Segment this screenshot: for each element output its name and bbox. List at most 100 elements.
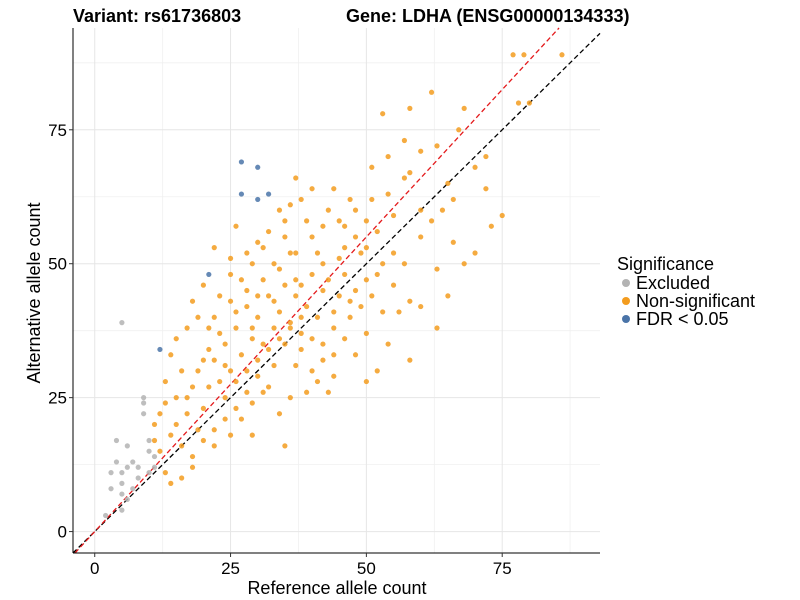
data-point (119, 470, 125, 476)
data-point (483, 153, 489, 160)
data-point (363, 245, 369, 251)
data-point (309, 234, 315, 240)
data-point (418, 207, 424, 213)
data-point (439, 207, 446, 213)
data-point (418, 234, 424, 240)
data-point (352, 352, 359, 358)
data-point (249, 325, 255, 331)
data-point (276, 207, 283, 213)
data-point (374, 368, 380, 374)
data-point (227, 298, 234, 304)
data-point (287, 325, 293, 331)
data-point (347, 196, 353, 203)
data-point (380, 309, 386, 315)
series-fdr-0-05 (157, 159, 272, 353)
data-point (124, 496, 130, 503)
data-point (407, 357, 413, 363)
data-point (141, 411, 147, 417)
data-point (347, 314, 353, 320)
data-point (461, 105, 467, 111)
data-point (521, 52, 527, 58)
data-point (162, 470, 168, 476)
data-point (282, 443, 288, 449)
legend-label: FDR < 0.05 (636, 309, 729, 329)
data-point (407, 105, 413, 111)
data-point (168, 432, 174, 438)
data-point (211, 427, 217, 433)
data-point (407, 170, 413, 176)
data-point (151, 437, 158, 444)
data-point (309, 271, 315, 278)
data-point (358, 250, 364, 256)
data-point (304, 218, 310, 224)
x-tick-label: 75 (493, 559, 512, 578)
x-tick-label: 0 (90, 559, 99, 578)
data-point (401, 137, 408, 144)
data-point (407, 298, 413, 304)
data-point (380, 111, 386, 117)
data-point (113, 437, 120, 444)
data-point (173, 395, 179, 401)
data-point (255, 357, 261, 363)
data-point (314, 378, 321, 385)
data-point (369, 293, 375, 299)
data-point (483, 186, 489, 192)
data-point (298, 330, 304, 336)
y-axis-title: Alternative allele count (24, 202, 44, 383)
data-point (331, 352, 337, 358)
data-point (249, 261, 255, 267)
data-point (390, 250, 397, 256)
data-point (211, 314, 217, 320)
data-point (320, 287, 326, 294)
data-point (206, 325, 212, 331)
data-point (445, 293, 451, 299)
data-point (265, 228, 272, 235)
data-point (342, 271, 348, 278)
data-point (401, 175, 408, 181)
data-point (385, 341, 391, 347)
data-point (255, 314, 261, 320)
data-point (255, 373, 261, 379)
data-point (195, 427, 201, 433)
series-non-significant (151, 52, 565, 486)
data-point (369, 164, 375, 170)
data-point (390, 282, 397, 288)
data-point (227, 368, 234, 374)
data-point (276, 266, 283, 272)
reference-line-fit (74, 27, 560, 554)
data-point (200, 405, 206, 411)
data-point (151, 464, 158, 470)
data-point (271, 362, 277, 369)
data-point (304, 303, 310, 310)
data-point (249, 336, 255, 342)
data-point (184, 325, 190, 331)
data-point (336, 293, 342, 299)
data-point (282, 282, 288, 288)
data-point (211, 443, 217, 449)
data-point (472, 164, 478, 170)
data-point (255, 293, 261, 299)
data-point (363, 330, 369, 336)
data-point (287, 202, 293, 208)
data-point (331, 373, 337, 379)
data-point (200, 437, 206, 444)
data-point (309, 186, 315, 192)
chart-title-left: Variant: rs61736803 (73, 6, 241, 26)
data-point (162, 378, 168, 385)
data-point (222, 362, 228, 369)
data-point (119, 507, 125, 513)
data-point (227, 432, 234, 438)
data-point (445, 180, 451, 186)
data-point (184, 395, 190, 401)
data-point (428, 218, 435, 224)
data-point (265, 346, 272, 353)
data-point (238, 159, 245, 165)
data-point (287, 320, 293, 326)
data-point (293, 362, 299, 369)
data-point (157, 346, 163, 353)
data-point (238, 416, 245, 422)
data-point (293, 293, 299, 299)
data-point (151, 453, 158, 460)
data-points (102, 52, 565, 519)
